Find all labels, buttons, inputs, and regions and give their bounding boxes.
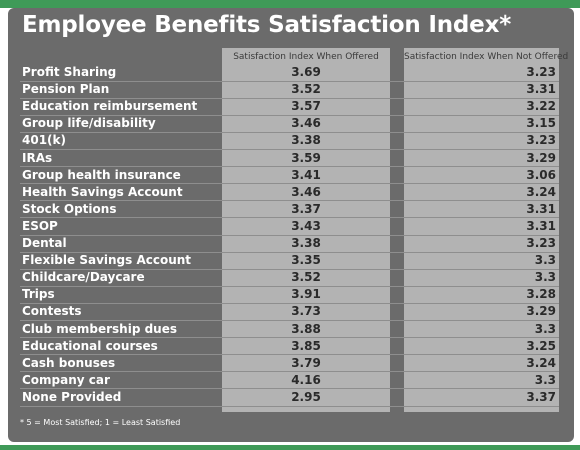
benefit-label: None Provided [22, 389, 122, 404]
not-offered-value: 3.23 [526, 65, 556, 79]
benefit-label: Stock Options [22, 201, 117, 216]
benefit-label: IRAs [22, 150, 53, 165]
benefit-label: Company car [22, 372, 110, 387]
benefit-label: Childcare/Daycare [22, 270, 145, 285]
not-offered-value: 3.23 [526, 236, 556, 250]
row-divider [20, 388, 559, 390]
not-offered-value: 3.3 [534, 270, 556, 285]
row-divider [20, 354, 559, 356]
not-offered-column-background [404, 48, 559, 412]
not-offered-value: 3.3 [534, 253, 556, 268]
offered-column-background [222, 48, 390, 412]
benefit-label: Education reimbursement [22, 99, 198, 114]
not-offered-value: 3.3 [534, 321, 556, 336]
offered-value: 3.38 [291, 133, 321, 148]
row-divider [20, 97, 559, 99]
column-header-not-offered: Satisfaction Index When Not Offered [404, 52, 569, 62]
offered-value: 3.35 [291, 253, 321, 268]
benefit-label: Group health insurance [22, 167, 181, 182]
offered-value: 3.52 [291, 270, 321, 285]
not-offered-value: 3.37 [526, 389, 556, 404]
column-header-offered: Satisfaction Index When Offered [233, 52, 379, 62]
offered-value: 3.59 [291, 150, 321, 165]
benefit-label: Flexible Savings Account [22, 253, 192, 268]
benefit-label: ESOP [22, 218, 58, 233]
row-divider [20, 371, 559, 373]
not-offered-value: 3.3 [534, 372, 556, 387]
not-offered-value: 3.25 [526, 338, 556, 353]
not-offered-value: 3.24 [526, 355, 556, 370]
top-accent-bar [0, 0, 580, 8]
not-offered-value: 3.29 [526, 150, 556, 165]
offered-value: 3.41 [291, 167, 321, 182]
offered-value: 3.69 [291, 65, 321, 79]
not-offered-value: 3.22 [526, 99, 556, 114]
row-divider [20, 320, 559, 321]
not-offered-value: 3.28 [526, 287, 556, 302]
row-divider [20, 268, 559, 270]
benefit-label: Health Savings Account [22, 184, 183, 199]
row-divider [20, 183, 559, 185]
chart-title: Employee Benefits Satisfaction Index* [22, 12, 512, 38]
footnote: * 5 = Most Satisfied; 1 = Least Satisfie… [20, 418, 181, 427]
offered-value: 3.91 [291, 287, 321, 302]
bottom-accent-bar [0, 445, 580, 450]
offered-value: 3.38 [291, 236, 321, 250]
offered-value: 3.73 [291, 304, 321, 319]
not-offered-value: 3.29 [526, 304, 556, 319]
row-divider [20, 200, 559, 202]
offered-value: 3.46 [291, 184, 321, 199]
row-divider [20, 131, 559, 133]
row-divider [20, 114, 559, 116]
benefit-label: Contests [22, 304, 82, 319]
row-divider [20, 251, 559, 253]
not-offered-value: 3.23 [526, 133, 556, 148]
offered-value: 2.95 [291, 389, 321, 404]
offered-value: 3.43 [291, 218, 321, 233]
offered-value: 3.52 [291, 82, 321, 97]
not-offered-value: 3.31 [526, 218, 556, 233]
not-offered-value: 3.06 [526, 167, 556, 182]
benefit-label: Club membership dues [22, 321, 178, 336]
offered-value: 3.79 [291, 355, 321, 370]
offered-value: 3.57 [291, 99, 321, 114]
row-divider [20, 337, 559, 339]
row-divider [20, 149, 559, 150]
offered-value: 4.16 [291, 372, 321, 387]
offered-value: 3.46 [291, 116, 321, 131]
row-divider [20, 285, 559, 287]
offered-value: 3.88 [291, 321, 321, 336]
not-offered-value: 3.15 [526, 116, 556, 131]
not-offered-value: 3.24 [526, 184, 556, 199]
row-divider [20, 302, 559, 304]
row-divider [20, 166, 559, 168]
offered-value: 3.37 [291, 201, 321, 216]
row-divider [20, 405, 559, 407]
benefit-label: Group life/disability [22, 116, 156, 131]
row-divider [20, 80, 559, 82]
benefit-label: Dental [22, 236, 67, 250]
benefit-label: Profit Sharing [22, 65, 117, 79]
not-offered-value: 3.31 [526, 201, 556, 216]
row-divider [20, 234, 559, 236]
row-divider [20, 217, 559, 219]
benefit-label: Educational courses [22, 338, 158, 353]
not-offered-value: 3.31 [526, 82, 556, 97]
benefit-label: 401(k) [22, 133, 66, 148]
benefit-label: Trips [22, 287, 55, 302]
benefit-label: Cash bonuses [22, 355, 116, 370]
offered-value: 3.85 [291, 338, 321, 353]
benefit-label: Pension Plan [22, 82, 110, 97]
